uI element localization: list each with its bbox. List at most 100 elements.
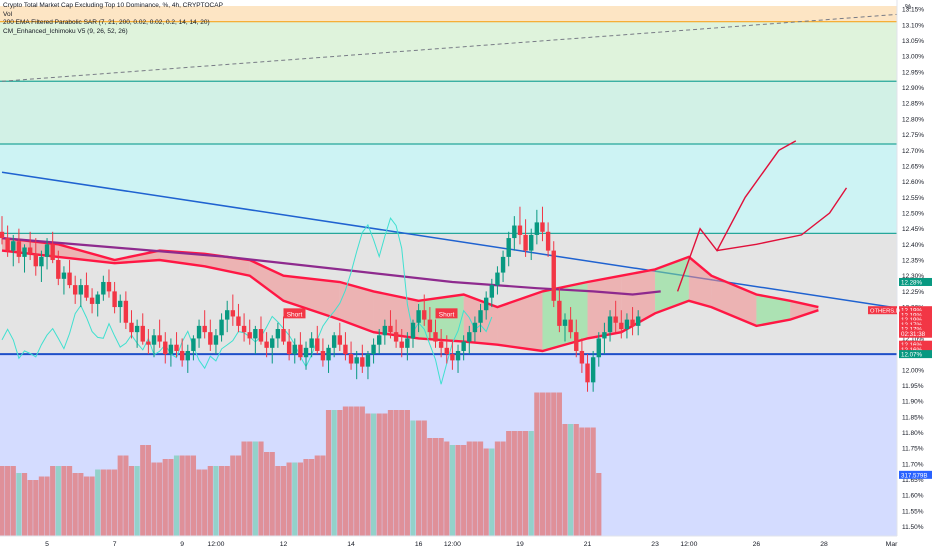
- indicator-sar-label: 200 EMA Filtered Parabolic SAR (7, 21, 2…: [3, 19, 210, 27]
- trendline-dashed: [1, 11, 926, 82]
- kumo-cloud-segment: [756, 294, 791, 326]
- volume-bar: [466, 441, 472, 536]
- volume-bar: [359, 406, 365, 536]
- volume-bar: [382, 413, 388, 536]
- candle-body: [607, 316, 613, 333]
- price-tick-label: 12.70%: [902, 148, 924, 155]
- candle-body: [619, 322, 624, 330]
- volume-bar: [325, 410, 332, 536]
- short-signal-text: Short: [439, 311, 455, 318]
- volume-bar: [568, 424, 574, 536]
- volume-bar: [202, 469, 208, 536]
- volume-bar: [128, 466, 135, 536]
- price-tick-label: 13.10%: [902, 22, 924, 29]
- time-tick-label: 12:00: [207, 541, 224, 548]
- candle-body: [602, 332, 607, 339]
- volume-bar: [27, 480, 33, 536]
- candle-body: [416, 310, 421, 323]
- candle-body: [230, 310, 236, 317]
- volume-bar: [522, 431, 529, 536]
- candle-body: [483, 297, 489, 311]
- time-tick-label: 26: [753, 541, 761, 548]
- candle-body: [517, 225, 523, 235]
- candle-body: [450, 354, 455, 361]
- volume-bar: [455, 445, 461, 536]
- price-tick-label: 11.75%: [902, 446, 924, 453]
- candle-body: [331, 335, 337, 348]
- price-tick-label: 13.05%: [902, 38, 924, 45]
- candle-body: [112, 291, 117, 308]
- candle-body: [365, 354, 371, 367]
- volume-bar: [354, 406, 360, 536]
- volume-bar: [134, 466, 140, 536]
- candle-body: [506, 238, 511, 257]
- volume-bar: [584, 427, 591, 536]
- volume-bar: [89, 476, 95, 536]
- candle-body: [371, 344, 376, 355]
- symbol-title: Crypto Total Market Cap Excluding Top 10…: [3, 2, 223, 9]
- price-badge: [899, 325, 932, 334]
- candle-body: [179, 350, 185, 361]
- volume-bar: [438, 438, 444, 536]
- candle-body: [545, 231, 551, 251]
- price-tick-label: 11.90%: [902, 399, 924, 406]
- forecast-line-2: [716, 187, 848, 252]
- volume-bar: [579, 427, 585, 536]
- candle-body: [67, 272, 72, 286]
- price-badge-text: 317.579B: [901, 472, 928, 479]
- price-tick-label: 11.85%: [902, 414, 924, 421]
- candle-body: [590, 357, 596, 383]
- volume-bar: [489, 448, 495, 536]
- volume-bar: [123, 455, 129, 536]
- price-badge: [899, 350, 932, 359]
- volume-bar: [286, 462, 292, 536]
- candle-body: [56, 260, 61, 279]
- price-tick-label: 11.60%: [902, 493, 924, 500]
- candle-body: [146, 341, 151, 345]
- candle-body: [151, 335, 157, 345]
- time-tick-label: 12: [280, 541, 288, 548]
- candle-body: [579, 350, 585, 364]
- volume-bar: [421, 420, 427, 536]
- price-tick-label: 13.15%: [902, 7, 924, 14]
- volume-bar: [342, 406, 349, 536]
- price-tick-label: 12.30%: [902, 273, 924, 280]
- candle-body: [264, 341, 269, 348]
- time-tick-label: 19: [516, 541, 524, 548]
- volume-bar: [539, 392, 546, 536]
- price-tick-label: 11.70%: [902, 461, 924, 468]
- volume-bar: [230, 455, 236, 536]
- candle-body: [219, 319, 224, 336]
- volume-bar: [596, 473, 602, 536]
- volume-bar: [235, 455, 242, 536]
- volume-bar: [145, 445, 151, 536]
- candle-body: [534, 222, 540, 235]
- time-tick-label: 12:00: [680, 541, 697, 548]
- volume-label: Vol: [3, 10, 13, 18]
- price-tick-label: 11.55%: [902, 508, 924, 515]
- short-signal-label: Short: [435, 308, 458, 319]
- candle-body: [529, 234, 534, 251]
- volume-bar: [95, 469, 101, 536]
- candle-body: [61, 272, 67, 279]
- volume-bar: [213, 466, 219, 536]
- volume-bar: [376, 413, 382, 536]
- price-tick-label: 12.80%: [902, 116, 924, 123]
- candle-body: [343, 344, 348, 355]
- volume-bar: [517, 431, 523, 536]
- volume-bar: [168, 459, 174, 536]
- candle-body: [78, 285, 84, 295]
- volume-bar: [494, 441, 501, 536]
- volume-bar: [10, 466, 16, 536]
- volume-bar: [218, 466, 225, 536]
- price-tick-label: 12.65%: [902, 163, 924, 170]
- volume-bar: [387, 410, 394, 536]
- price-tick-label: 12.95%: [902, 69, 924, 76]
- price-tick-label: 12.45%: [902, 226, 924, 233]
- volume-bar: [157, 462, 163, 536]
- price-tick-label: 12.40%: [902, 242, 924, 249]
- candle-body: [500, 256, 506, 273]
- price-badge: [899, 277, 932, 286]
